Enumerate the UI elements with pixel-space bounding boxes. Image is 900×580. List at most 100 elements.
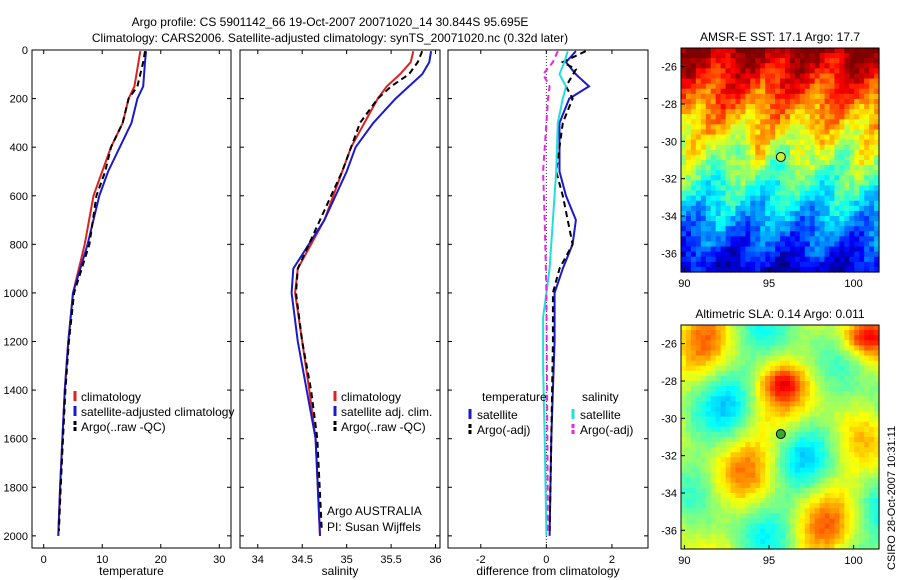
heatmap-cell: [775, 477, 781, 484]
heatmap-cell: [789, 114, 796, 120]
heatmap-cell: [745, 340, 751, 346]
heatmap-cell: [780, 498, 786, 504]
heatmap-cell: [854, 437, 860, 443]
heatmap-cell: [859, 170, 865, 176]
heatmap-cell: [690, 355, 697, 362]
heatmap-cell: [794, 68, 801, 75]
heatmap-cell: [859, 124, 865, 131]
heatmap-cell: [869, 48, 875, 54]
heatmap-cell: [725, 477, 732, 484]
heatmap-cell: [770, 447, 776, 453]
heatmap-cell: [829, 370, 836, 377]
heatmap-cell: [839, 503, 845, 509]
heatmap-cell: [730, 360, 737, 367]
heatmap-cell: [780, 195, 786, 202]
heatmap-cell: [760, 226, 766, 232]
heatmap-cell: [849, 195, 855, 202]
heatmap-cell: [705, 360, 712, 367]
heatmap-cell: [690, 48, 697, 54]
heatmap-cell: [695, 144, 702, 151]
heatmap-cell: [869, 513, 875, 520]
heatmap-cell: [829, 365, 836, 372]
heatmap-cell: [809, 345, 816, 352]
heatmap-cell: [700, 452, 707, 458]
heatmap-cell: [874, 421, 880, 428]
heatmap-cell: [794, 109, 801, 115]
heatmap-cell: [745, 205, 751, 212]
heatmap-cell: [784, 406, 791, 413]
heatmap-cell: [695, 53, 702, 59]
heatmap-cell: [864, 381, 870, 387]
heatmap-cell: [824, 154, 831, 161]
heatmap-cell: [775, 134, 781, 141]
heatmap-cell: [745, 78, 751, 85]
heatmap-cell: [809, 401, 816, 408]
heatmap-cell: [839, 498, 845, 504]
heatmap-cell: [710, 345, 717, 352]
heatmap-cell: [844, 518, 850, 525]
heatmap-cell: [720, 375, 727, 382]
heatmap-cell: [775, 482, 781, 489]
heatmap-cell: [854, 543, 860, 550]
heatmap-cell: [849, 416, 855, 423]
heatmap-cell: [725, 365, 732, 372]
heatmap-cell: [859, 109, 865, 115]
heatmap-cell: [789, 221, 796, 227]
heatmap-cell: [765, 330, 771, 336]
heatmap-cell: [844, 190, 850, 197]
heatmap-cell: [770, 190, 776, 197]
heatmap-cell: [685, 493, 692, 499]
heatmap-cell: [690, 345, 697, 352]
heatmap-cell: [804, 241, 811, 248]
heatmap-cell: [864, 261, 870, 268]
heatmap-cell: [849, 73, 855, 80]
heatmap-cell: [799, 370, 806, 377]
heatmap-cell: [869, 431, 875, 438]
heatmap-cell: [874, 345, 880, 352]
heatmap-cell: [814, 185, 821, 192]
heatmap-cell: [814, 261, 821, 268]
heatmap-cell: [864, 58, 870, 64]
heatmap-cell: [760, 523, 766, 530]
heatmap-cell: [829, 330, 836, 336]
heatmap-cell: [700, 533, 707, 540]
heatmap-cell: [705, 185, 712, 192]
heatmap-cell: [784, 88, 791, 95]
heatmap-cell: [819, 104, 826, 110]
heatmap-cell: [775, 340, 781, 346]
heatmap-cell: [695, 482, 702, 489]
heatmap-cell: [794, 431, 801, 438]
heatmap-cell: [681, 88, 687, 95]
heatmap-cell: [874, 165, 880, 171]
heatmap-cell: [765, 48, 771, 54]
heatmap-cell: [700, 355, 707, 362]
heatmap-cell: [775, 370, 781, 377]
heatmap-cell: [730, 216, 737, 222]
heatmap-cell: [780, 231, 786, 237]
heatmap-cell: [745, 129, 751, 136]
heatmap-cell: [715, 543, 722, 550]
heatmap-cell: [725, 543, 732, 550]
heatmap-cell: [859, 355, 865, 362]
heatmap-cell: [765, 487, 771, 494]
legend-entry: satellite adj. clim.: [341, 405, 432, 419]
heatmap-cell: [730, 190, 737, 197]
heatmap-cell: [710, 421, 717, 428]
heatmap-cell: [700, 180, 707, 187]
heatmap-cell: [864, 216, 870, 222]
heatmap-cell: [794, 205, 801, 212]
heatmap-cell: [720, 114, 727, 120]
heatmap-cell: [745, 144, 751, 151]
heatmap-cell: [700, 93, 707, 100]
heatmap-cell: [735, 73, 741, 80]
heatmap-cell: [705, 421, 712, 428]
heatmap-cell: [819, 236, 826, 243]
heatmap-cell: [854, 261, 860, 268]
heatmap-cell: [700, 360, 707, 367]
heatmap-cell: [780, 221, 786, 227]
heatmap-cell: [745, 63, 751, 69]
heatmap-cell: [690, 370, 697, 377]
heatmap-cell: [740, 325, 746, 331]
heatmap-cell: [685, 104, 692, 110]
heatmap-cell: [869, 340, 875, 346]
